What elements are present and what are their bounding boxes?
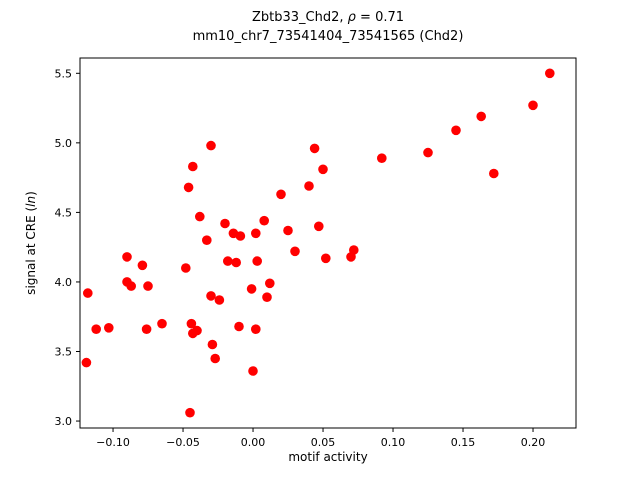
data-point (183, 182, 194, 193)
y-tick-label: 5.5 (55, 67, 73, 80)
data-point (181, 263, 191, 273)
y-tick-label: 3.0 (55, 415, 73, 428)
data-point (304, 181, 314, 191)
y-axis-label-italic: ln (24, 195, 38, 207)
data-point (231, 257, 241, 268)
x-tick-label: −0.10 (96, 436, 130, 449)
data-point (220, 218, 230, 229)
data-point (528, 100, 538, 111)
data-point (186, 318, 197, 329)
chart-title-line1: Zbtb33_Chd2, ρ = 0.71 (80, 10, 576, 26)
data-point (489, 168, 499, 179)
data-point (141, 324, 152, 335)
data-point (206, 140, 216, 151)
data-point (476, 111, 487, 122)
y-axis-label-close: ) (24, 191, 38, 196)
data-point (451, 125, 461, 136)
data-point (262, 292, 272, 303)
data-point (214, 295, 225, 305)
data-point (188, 161, 198, 172)
data-point (202, 235, 212, 245)
x-tick-label: 0.05 (311, 436, 336, 449)
plot-frame (79, 57, 577, 429)
data-point (235, 231, 246, 241)
data-point (223, 256, 233, 266)
x-tick-label: −0.05 (166, 436, 200, 449)
y-tick-label: 4.0 (55, 276, 73, 289)
data-point (83, 288, 93, 298)
data-point (283, 225, 293, 236)
data-point (545, 68, 555, 79)
y-tick-label: 3.5 (55, 345, 73, 358)
y-axis-label: signal at CRE (ln) (24, 133, 38, 353)
data-point (91, 324, 101, 335)
data-point (104, 323, 114, 333)
data-point (234, 321, 244, 332)
data-point (192, 325, 202, 336)
data-point (349, 245, 359, 255)
data-point (207, 339, 218, 350)
data-point (276, 189, 286, 200)
x-tick-label: 0.15 (451, 436, 476, 449)
data-point (309, 143, 320, 154)
title-text: Zbtb33_Chd2, (251, 10, 348, 25)
data-point (185, 407, 195, 418)
x-tick-label: 0.20 (521, 436, 546, 449)
data-point (126, 281, 136, 291)
data-point (265, 278, 275, 289)
data-point (251, 228, 261, 239)
data-point (252, 256, 262, 266)
data-point (157, 318, 167, 329)
data-point (314, 221, 324, 232)
data-point (259, 215, 270, 226)
data-point (137, 260, 148, 271)
data-point (195, 211, 205, 222)
y-axis-label-text: signal at CRE ( (24, 206, 38, 295)
chart-title-line2: mm10_chr7_73541404_73541565 (Chd2) (192, 29, 464, 44)
x-tick-label: 0.10 (381, 436, 406, 449)
data-point (290, 246, 300, 257)
data-point (206, 291, 216, 301)
data-point (377, 153, 387, 163)
data-point (423, 147, 433, 158)
data-point (318, 164, 328, 175)
data-point (248, 366, 258, 376)
data-point (246, 284, 257, 294)
title-rho-symbol: ρ (347, 10, 356, 25)
data-point (122, 252, 132, 262)
y-tick-label: 4.5 (55, 206, 73, 219)
title-correlation-value: = 0.71 (355, 10, 405, 25)
x-axis-label: motif activity (288, 450, 368, 464)
data-point (143, 281, 153, 291)
y-tick-label: 5.0 (55, 137, 73, 150)
data-point (81, 357, 92, 368)
data-point (210, 353, 220, 364)
x-tick-label: 0.00 (241, 436, 266, 449)
data-point (321, 253, 331, 264)
data-point (251, 324, 261, 335)
